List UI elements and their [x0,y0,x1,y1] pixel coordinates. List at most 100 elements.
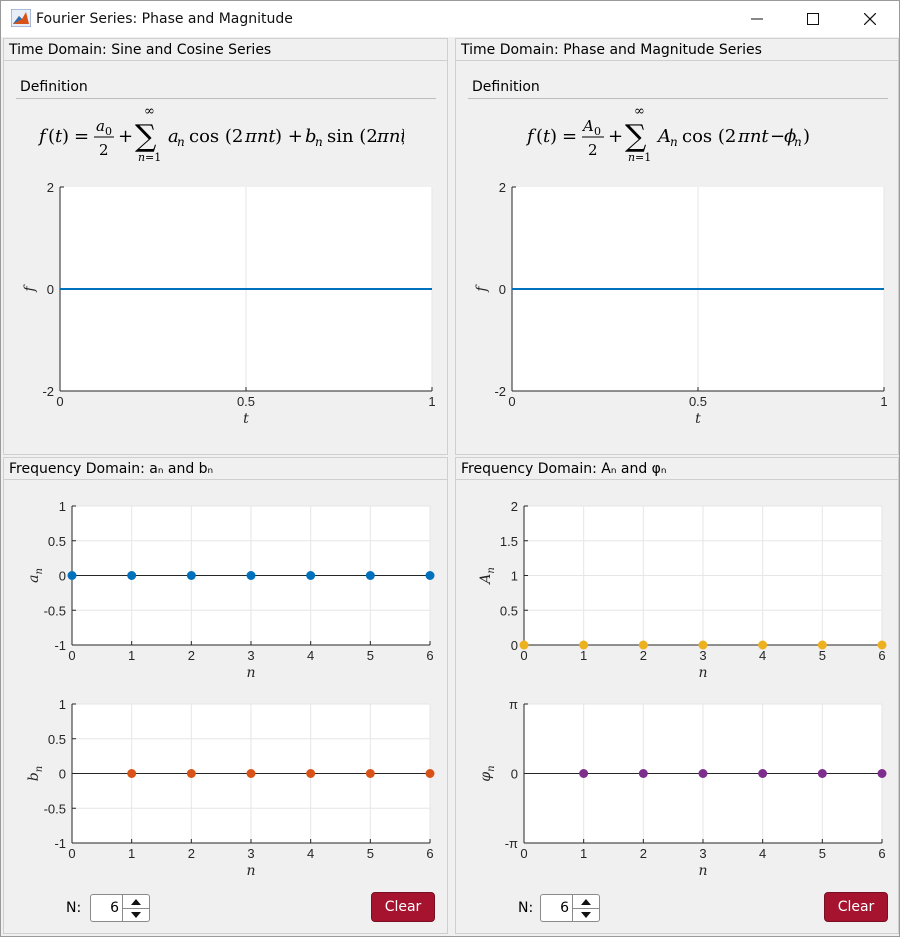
n-value[interactable]: 6 [560,900,569,916]
x-tick-label: 2 [640,846,647,861]
svg-text:∞: ∞ [634,104,645,119]
svg-text:A: A [656,126,671,147]
data-point [246,769,256,778]
svg-text:): ) [401,126,404,147]
An-stem-plot: 0 1 2 3 4 5 6 2 1.5 1 0.5 0 n An [478,499,887,681]
data-point [425,769,435,778]
svg-text:a: a [96,117,105,135]
data-point [127,769,137,778]
close-icon [864,13,876,25]
y-tick-label: -0.5 [44,603,66,618]
y-tick-label: 0.5 [48,732,66,747]
time-domain-plot-right: 0 0.5 120-2tf [474,180,888,427]
data-point [519,640,529,650]
svg-text:n: n [670,135,678,149]
y-tick-label: 0 [59,569,66,584]
decrement-button[interactable] [573,908,599,921]
svg-text:A: A [581,117,594,135]
title-bar: Fourier Series: Phase and Magnitude [1,1,899,37]
x-axis-label: n [698,863,707,879]
y-tick-label: π [509,697,518,712]
an-stem-plot: 0 1 2 3 4 5 6 1 0.5 0 -0.5 -1 n an [26,499,435,681]
frequency-domain-An-phin-panel: Frequency Domain: Aₙ and φₙ 0 1 2 3 4 5 6 2 1.5 1… [455,457,899,934]
svg-text:(: ( [48,126,55,147]
increment-button[interactable] [123,895,149,909]
y-tick-label: 1 [59,697,66,712]
data-point [186,769,196,778]
x-tick-label: 4 [307,846,314,861]
x-tick-label: 1 [580,648,587,663]
data-point [638,769,648,778]
svg-text:πnt: πnt [376,126,404,147]
svg-text:=1: =1 [635,151,651,164]
svg-text:n: n [138,151,145,164]
close-button[interactable] [847,1,893,37]
x-tick-label: 1 [580,846,587,861]
data-point [698,640,708,650]
y-axis-label: f [22,284,38,293]
data-point [246,571,256,580]
data-point [758,640,768,650]
window-title: Fourier Series: Phase and Magnitude [36,11,293,27]
x-tick-label: 5 [819,846,826,861]
chevron-up-icon [581,898,591,905]
y-tick-label: 0.5 [500,603,518,618]
x-axis-label: t [243,411,249,427]
svg-text:πnt: πnt [244,126,276,147]
svg-text:): ) [803,126,810,147]
n-value[interactable]: 6 [110,900,119,916]
y-tick-label: 0 [59,767,66,782]
x-tick-label: 1 [128,846,135,861]
x-tick-label: 3 [699,648,706,663]
x-tick-label: 6 [878,648,885,663]
chevron-down-icon [581,911,591,918]
data-point [306,571,316,580]
x-tick-label: 0 [56,394,63,409]
n-spinner[interactable]: 6 [90,894,150,922]
y-tick-label: -1 [54,638,66,653]
bn-stem-plot: 0 1 2 3 4 5 6 1 0.5 0 -0.5 -1 n bn [26,697,435,879]
data-point [817,769,827,778]
svg-text:0: 0 [594,125,601,138]
x-axis-label: t [695,411,701,427]
svg-text:=1: =1 [145,151,161,164]
x-axis-label: n [698,665,707,681]
svg-text:a: a [168,126,179,147]
svg-text:cos (2: cos (2 [682,126,736,147]
frequency-domain-an-bn-panel: Frequency Domain: aₙ and bₙ 0 1 2 3 4 5 6 1 0.5 0… [3,457,448,934]
data-point [67,571,77,580]
y-tick-label: 0.5 [48,534,66,549]
increment-button[interactable] [573,895,599,909]
maximize-button[interactable] [790,1,836,37]
x-tick-label: 0 [520,846,527,861]
minimize-button[interactable] [734,1,780,37]
decrement-button[interactable] [123,908,149,921]
y-axis-label: φn [478,765,497,781]
svg-text:sin (2: sin (2 [327,126,378,147]
x-tick-label: 4 [307,648,314,663]
y-tick-label: -0.5 [44,801,66,816]
time-domain-phase-magnitude-panel: Time Domain: Phase and Magnitude Series … [455,38,899,455]
x-tick-label: 5 [819,648,826,663]
svg-text:2: 2 [588,141,598,159]
maximize-icon [807,13,819,25]
svg-text:0: 0 [105,125,112,138]
clear-button[interactable]: Clear [824,892,888,922]
matlab-logo-icon [11,9,31,27]
svg-text:t: t [543,126,551,147]
svg-text:b: b [305,126,317,147]
y-tick-label: -2 [42,384,54,399]
data-point [306,769,316,778]
y-tick-label: -2 [494,384,506,399]
x-tick-label: 1 [428,394,435,409]
clear-button[interactable]: Clear [371,892,435,922]
time-domain-plot-left: 0 0.5 120-2tf [22,180,436,427]
x-tick-label: 6 [426,846,433,861]
svg-text:∞: ∞ [144,104,155,119]
definition-label: Definition [20,79,88,95]
time-domain-sine-cosine-panel: Time Domain: Sine and Cosine Series Defi… [3,38,448,455]
n-spinner[interactable]: 6 [540,894,600,922]
svg-text:n: n [794,135,802,149]
svg-text:cos (2: cos (2 [189,126,243,147]
